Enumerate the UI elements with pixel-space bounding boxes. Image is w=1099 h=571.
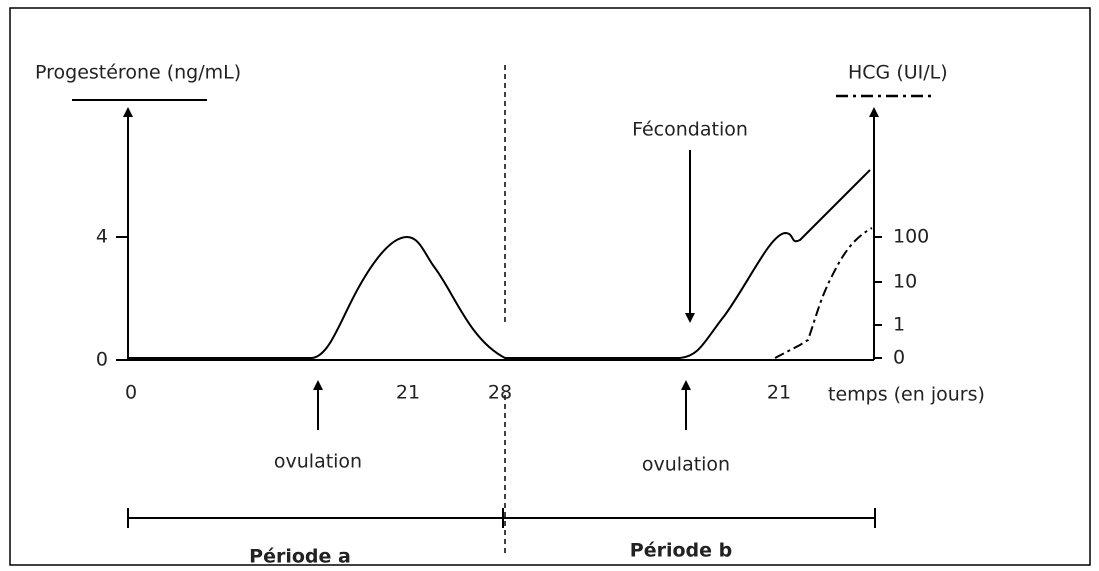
period-label: Période a bbox=[249, 546, 351, 568]
right-tick-label: 1 bbox=[893, 314, 905, 336]
right-axis-label: HCG (UI/L) bbox=[848, 62, 948, 84]
frame bbox=[9, 7, 1091, 566]
hcg-curve bbox=[774, 227, 873, 359]
x-axis-label: temps (en jours) bbox=[828, 384, 985, 406]
x-tick-label: 0 bbox=[125, 382, 137, 404]
x-tick-label: 21 bbox=[396, 382, 420, 404]
left-tick-label: 0 bbox=[96, 349, 108, 371]
progesterone-curve bbox=[128, 169, 871, 359]
fecondation-label: Fécondation bbox=[632, 119, 748, 141]
right-tick-label: 10 bbox=[893, 271, 917, 293]
period-label: Période b bbox=[630, 540, 732, 562]
left-axis-label: Progestérone (ng/mL) bbox=[35, 62, 241, 84]
left-tick-label: 4 bbox=[96, 226, 108, 248]
x-tick-label: 21 bbox=[767, 382, 791, 404]
x-tick-label: 28 bbox=[488, 382, 512, 404]
ovulation-label: ovulation bbox=[274, 451, 362, 473]
ovulation-label: ovulation bbox=[642, 454, 730, 476]
right-tick-label: 100 bbox=[893, 226, 929, 248]
right-tick-label: 0 bbox=[893, 347, 905, 369]
